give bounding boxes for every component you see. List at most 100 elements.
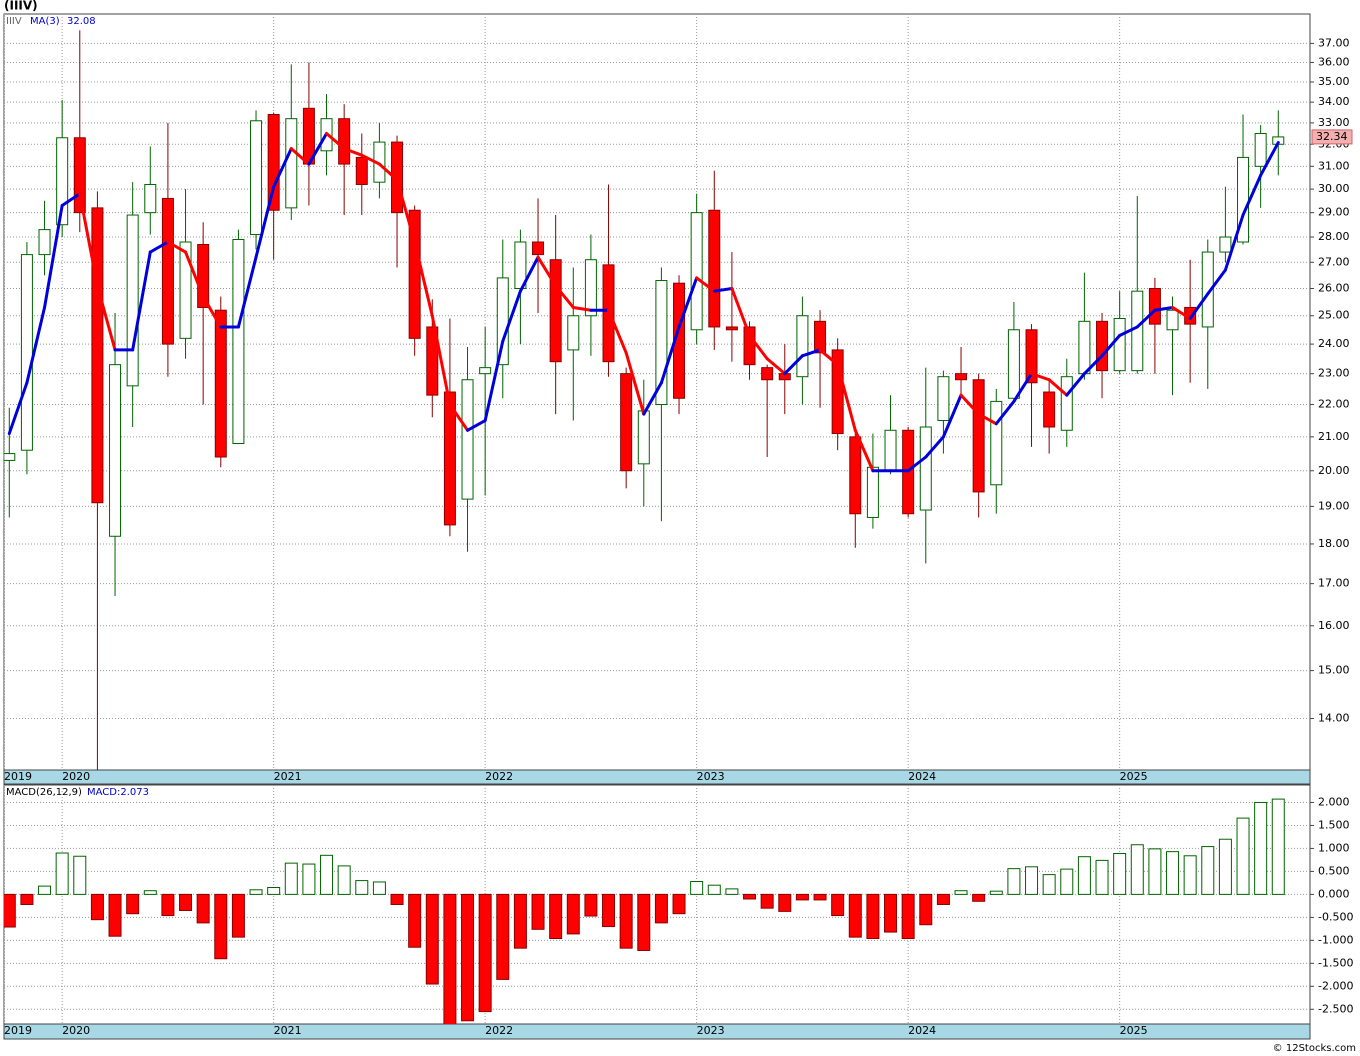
candle-body <box>1043 391 1056 428</box>
macd-bar <box>55 852 69 895</box>
macd-bar <box>284 862 298 895</box>
y-tick-label: 1.500 <box>1318 818 1350 831</box>
ma-segment <box>148 240 170 254</box>
macd-bar <box>496 893 510 980</box>
ma-segment <box>1223 213 1245 272</box>
candle-body <box>1201 251 1214 328</box>
ma-segment <box>536 255 558 288</box>
macd-bar <box>1113 852 1127 895</box>
ma-segment <box>1012 372 1034 403</box>
ma-segment <box>95 284 117 352</box>
y-tick-label: -1.000 <box>1318 933 1353 946</box>
macd-bar <box>795 893 809 901</box>
ma-segment <box>571 305 593 312</box>
ma-segment <box>25 305 47 385</box>
y-tick-label: 21.00 <box>1318 430 1350 443</box>
y-tick-label: 31.00 <box>1318 159 1350 172</box>
macd-bar <box>707 884 721 895</box>
x-tick-label: 2024 <box>908 1024 936 1037</box>
y-tick-label: 15.00 <box>1318 664 1350 677</box>
candle-body <box>1219 236 1232 253</box>
ma-segment <box>853 428 875 473</box>
candle-body <box>267 114 280 211</box>
candle-body <box>1131 290 1144 372</box>
candle-body <box>725 326 738 331</box>
macd-bar <box>231 893 245 938</box>
ma-segment <box>1206 268 1227 296</box>
candle-body <box>20 254 33 451</box>
y-tick-label: 24.00 <box>1318 337 1350 350</box>
candle-body <box>955 373 968 381</box>
candle-body <box>1113 318 1126 372</box>
candle-body <box>232 239 245 445</box>
macd-bar <box>425 893 439 985</box>
candle-body <box>179 241 192 339</box>
ma-segment <box>184 250 205 299</box>
candle-body <box>1007 329 1020 399</box>
ma-segment <box>201 295 223 329</box>
candle-body <box>761 367 774 381</box>
macd-bar <box>20 893 34 906</box>
y-tick-label: 37.00 <box>1318 36 1350 49</box>
candle-body <box>355 156 368 185</box>
ma-segment <box>836 363 857 432</box>
macd-bar <box>126 893 140 915</box>
macd-value: MACD:2.073 <box>87 787 149 798</box>
ma-segment <box>254 185 276 259</box>
candle-body <box>937 376 950 422</box>
y-tick-label: 20.00 <box>1318 464 1350 477</box>
ma-segment <box>78 192 99 288</box>
ma-segment <box>1188 292 1210 321</box>
ma-segment <box>43 203 64 309</box>
ma-segment <box>60 192 82 207</box>
macd-bar <box>584 893 598 917</box>
macd-bar <box>743 893 757 900</box>
y-tick-label: 23.00 <box>1318 367 1350 380</box>
macd-bar <box>513 893 527 949</box>
macd-bar <box>778 893 792 912</box>
ma-segment <box>730 286 752 337</box>
macd-bar <box>690 881 704 895</box>
macd-bar <box>320 854 334 895</box>
ma-segment <box>483 339 505 423</box>
y-tick-label: -2.000 <box>1318 979 1353 992</box>
y-tick-label: 26.00 <box>1318 281 1350 294</box>
candle-body <box>38 229 51 256</box>
y-tick-label: 17.00 <box>1318 577 1350 590</box>
candle-body <box>91 207 104 504</box>
y-tick-label: 36.00 <box>1318 55 1350 68</box>
macd-name: MACD(26,12,9) <box>6 787 82 798</box>
x-tick-label: 2022 <box>485 1024 513 1037</box>
ma-segment <box>1135 308 1157 329</box>
macd-bar <box>1201 846 1215 895</box>
macd-bar <box>602 893 616 928</box>
candle-body <box>814 320 827 354</box>
candle-body <box>690 212 703 331</box>
candle-body <box>990 400 1003 486</box>
y-tick-label: 25.00 <box>1318 309 1350 322</box>
ma-segment <box>166 240 188 254</box>
y-tick-label: 0.500 <box>1318 864 1350 877</box>
macd-bar <box>408 893 422 948</box>
macd-bar <box>196 893 210 924</box>
x-tick-label: 2023 <box>697 770 725 783</box>
macd-bar <box>355 880 369 895</box>
x-tick-label: 2021 <box>274 770 302 783</box>
macd-bar <box>549 893 563 940</box>
y-tick-label: 35.00 <box>1318 75 1350 88</box>
last-price-label: 32.34 <box>1316 130 1348 143</box>
ma-segment <box>236 255 258 329</box>
ma-segment <box>906 455 928 473</box>
candle-body <box>1025 329 1038 384</box>
macd-bar <box>619 893 633 949</box>
macd-bar <box>302 863 316 895</box>
ma-segment <box>307 131 329 166</box>
y-tick-label: 18.00 <box>1318 537 1350 550</box>
ma-segment <box>818 348 840 367</box>
ma-segment <box>466 419 487 432</box>
macd-bar <box>848 893 862 938</box>
macd-bar <box>90 893 104 921</box>
macd-bar <box>654 893 668 924</box>
ma-value: 32.08 <box>67 16 96 27</box>
y-tick-label: 19.00 <box>1318 499 1350 512</box>
